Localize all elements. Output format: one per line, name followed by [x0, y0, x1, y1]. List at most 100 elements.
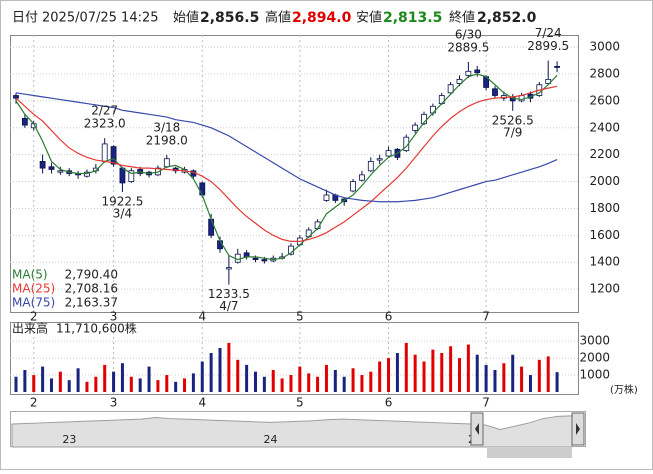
x-tick-label: 2: [30, 396, 38, 410]
candle-body: [385, 150, 392, 157]
annotation-date: 4/7: [219, 299, 238, 313]
volume-bar: [280, 378, 284, 392]
volume-bar: [528, 375, 532, 392]
annotation-date: 7/9: [503, 125, 522, 139]
volume-bar: [94, 376, 98, 392]
volume-bar: [85, 381, 89, 392]
y-tick-label: 2600: [589, 93, 620, 107]
volume-unit: (万株): [610, 383, 638, 396]
volume-bar: [218, 347, 222, 392]
candle-body: [199, 182, 206, 196]
volume-bar: [369, 371, 373, 392]
candle-body: [84, 171, 90, 177]
header-date: 2025/07/25 14:25: [42, 11, 159, 26]
volume-bar: [395, 353, 399, 392]
volume-latest: 11,710,600株: [56, 321, 137, 336]
x-tick-label: 5: [296, 310, 304, 324]
candle-body: [137, 169, 144, 174]
header-label: 安値: [356, 10, 382, 26]
candle-body: [465, 70, 472, 76]
annotation-value: 1233.5: [208, 287, 250, 301]
candle-body: [48, 166, 55, 170]
header-label: 高値: [265, 10, 291, 26]
volume-bar: [120, 363, 124, 392]
volume-bar: [484, 364, 488, 392]
volume-bar: [271, 369, 275, 392]
volume-bar: [58, 371, 62, 392]
legend-value: 2,163.37: [65, 296, 118, 310]
x-tick-label: 5: [296, 396, 304, 410]
volume-bar: [138, 378, 142, 392]
candle-body: [359, 174, 365, 181]
volume-bar: [378, 361, 382, 392]
candle-body: [119, 167, 126, 184]
nav-label: 23: [62, 433, 76, 446]
volume-bar: [76, 368, 80, 392]
y-tick-label: 3000: [579, 334, 610, 348]
annotation-date: 2/27: [91, 104, 118, 118]
candle-body: [128, 170, 135, 182]
header-label: 日付: [12, 11, 38, 26]
y-tick-label: 2200: [589, 147, 620, 161]
volume-bar: [129, 376, 133, 392]
y-tick-label: 1200: [589, 282, 620, 296]
annotation-value: 2899.5: [527, 39, 569, 53]
volume-bar: [387, 358, 391, 392]
volume-bar: [245, 364, 249, 392]
volume-bar: [440, 353, 444, 392]
volume-title: 出来高: [12, 321, 48, 336]
legend-name: MA(5): [12, 268, 48, 282]
annotation-value: 1922.5: [101, 194, 143, 208]
nav-area: [11, 415, 573, 448]
candle-body: [350, 181, 356, 192]
annotation-date: 3/18: [153, 120, 180, 134]
candle-body: [456, 78, 463, 84]
volume-bar: [546, 356, 550, 392]
legend-value: 2,790.40: [65, 268, 118, 282]
volume-bar: [307, 373, 311, 392]
y-tick-label: 1600: [589, 228, 620, 242]
volume-bar: [458, 358, 461, 392]
volume-bar: [227, 342, 231, 392]
candle-body: [39, 160, 46, 169]
volume-bar: [191, 373, 195, 392]
volume-bar: [209, 353, 213, 392]
volume-bar: [351, 368, 355, 392]
candle-body: [323, 194, 330, 201]
y-tick-label: 2000: [589, 174, 620, 188]
volume-bar: [431, 349, 435, 392]
header-label: 始値: [173, 10, 199, 26]
ma-line: [15, 85, 558, 243]
candle-body: [13, 95, 19, 99]
scrollbar[interactable]: [487, 448, 572, 458]
annotation-date: 3/4: [113, 206, 132, 220]
x-tick-label: 6: [385, 396, 393, 410]
volume-bar: [413, 354, 417, 392]
candle-body: [225, 267, 232, 270]
candle-body: [163, 158, 170, 168]
x-tick-label: 6: [385, 310, 393, 324]
volume-bar: [342, 376, 346, 392]
volume-bar: [502, 363, 506, 392]
volume-bar: [475, 354, 479, 392]
volume-bar: [466, 344, 470, 392]
candle-body: [367, 160, 374, 172]
y-tick-label: 3000: [589, 40, 620, 54]
annotation-date: 7/24: [535, 26, 562, 40]
y-tick-label: 1000: [579, 368, 610, 382]
header-label: 終値: [449, 10, 475, 26]
volume-bar: [253, 371, 257, 392]
volume-bar: [493, 369, 497, 392]
candle-body: [21, 117, 28, 126]
candle-body: [376, 158, 383, 161]
candle-body: [554, 65, 560, 68]
candle-body: [252, 257, 259, 260]
x-tick-label: 3: [110, 310, 118, 324]
volume-bar: [165, 375, 169, 392]
annotation-value: 2198.0: [146, 133, 188, 147]
ma-line: [15, 73, 558, 261]
volume-bar: [262, 376, 266, 392]
candle-body: [492, 88, 498, 96]
